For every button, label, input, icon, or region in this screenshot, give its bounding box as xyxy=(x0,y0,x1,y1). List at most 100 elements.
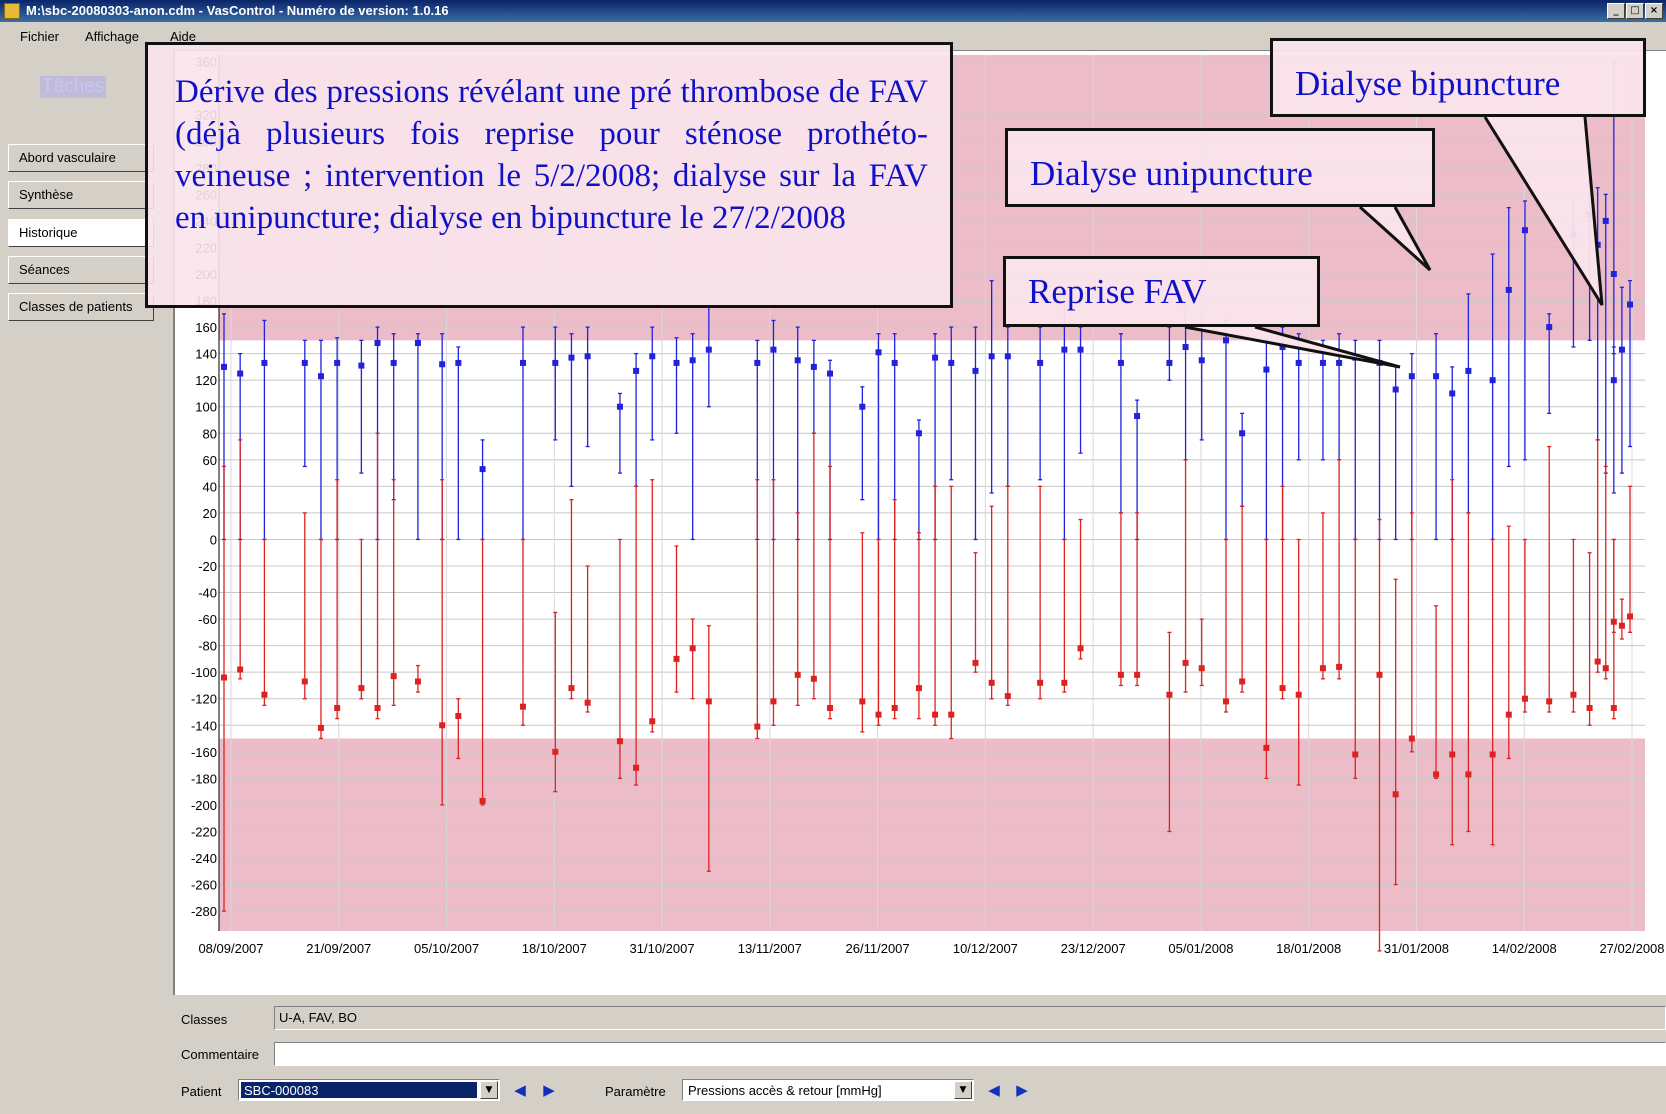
pointer-reprise xyxy=(1184,325,1401,369)
alarm-band-low xyxy=(219,738,1645,931)
access-mean-point xyxy=(649,353,656,360)
close-button[interactable]: × xyxy=(1645,3,1663,19)
pointer-bipuncture xyxy=(1483,116,1604,306)
pressure-chart-panel: 3603203002802602402202001801601401201008… xyxy=(173,50,1666,995)
x-tick-label: 05/01/2008 xyxy=(1168,941,1233,956)
return-mean-point xyxy=(1336,663,1343,670)
y-tick-label: 60 xyxy=(203,453,217,468)
parametre-select-value: Pressions accès & retour [mmHg] xyxy=(688,1083,882,1098)
access-mean-point xyxy=(1521,227,1528,234)
x-tick-label: 10/12/2007 xyxy=(953,941,1018,956)
return-mean-point xyxy=(1077,645,1084,652)
title-bar: M:\sbc-20080303-anon.cdm - VasControl - … xyxy=(0,0,1666,22)
return-mean-point xyxy=(1166,691,1173,698)
return-mean-point xyxy=(455,712,462,719)
access-mean-point xyxy=(1166,359,1173,366)
y-tick-label: -160 xyxy=(191,745,217,760)
return-mean-point xyxy=(1198,665,1205,672)
y-tick-label: -120 xyxy=(191,692,217,707)
access-mean-point xyxy=(584,353,591,360)
access-mean-point xyxy=(673,359,680,366)
chevron-down-icon[interactable]: ▼ xyxy=(954,1081,972,1099)
access-mean-point xyxy=(1077,346,1084,353)
sidebar-item-seances[interactable]: Séances xyxy=(8,256,154,284)
access-mean-point xyxy=(1505,286,1512,293)
minimize-button[interactable]: _ xyxy=(1607,3,1625,19)
parametre-select[interactable]: Pressions accès & retour [mmHg] ▼ xyxy=(682,1079,974,1101)
return-mean-point xyxy=(390,673,397,680)
annotation-dialyse-bipuncture: Dialyse bipuncture xyxy=(1270,38,1646,117)
patient-select[interactable]: SBC-000083 ▼ xyxy=(238,1079,500,1101)
return-mean-point xyxy=(1449,751,1456,758)
parametre-next-icon[interactable]: ▶ xyxy=(1016,1081,1028,1099)
chevron-down-icon[interactable]: ▼ xyxy=(480,1081,498,1099)
patient-select-value: SBC-000083 xyxy=(241,1082,477,1098)
menu-affichage[interactable]: Affichage xyxy=(85,29,139,44)
access-mean-point xyxy=(1618,346,1625,353)
return-mean-point xyxy=(568,685,575,692)
return-mean-point xyxy=(915,685,922,692)
maximize-button[interactable]: □ xyxy=(1626,3,1644,19)
x-tick-label: 31/01/2008 xyxy=(1384,941,1449,956)
return-mean-point xyxy=(301,678,308,685)
return-mean-point xyxy=(439,722,446,729)
return-mean-point xyxy=(1392,791,1399,798)
patient-prev-icon[interactable]: ◀ xyxy=(514,1081,526,1099)
annotation-dialyse-unipuncture: Dialyse unipuncture xyxy=(1005,128,1435,207)
access-mean-point xyxy=(633,367,640,374)
x-tick-label: 18/10/2007 xyxy=(522,941,587,956)
access-mean-point xyxy=(1433,373,1440,380)
return-mean-point xyxy=(1408,735,1415,742)
access-mean-point xyxy=(988,353,995,360)
access-mean-point xyxy=(358,362,365,369)
access-mean-point xyxy=(1489,377,1496,384)
return-mean-point xyxy=(875,711,882,718)
return-mean-point xyxy=(1376,671,1383,678)
access-mean-point xyxy=(1004,353,1011,360)
access-mean-point xyxy=(1295,359,1302,366)
access-mean-point xyxy=(1319,359,1326,366)
y-tick-label: -240 xyxy=(191,851,217,866)
access-mean-point xyxy=(390,359,397,366)
patient-next-icon[interactable]: ▶ xyxy=(543,1081,555,1099)
commentaire-input[interactable] xyxy=(274,1042,1666,1066)
return-mean-point xyxy=(972,659,979,666)
parametre-prev-icon[interactable]: ◀ xyxy=(988,1081,1000,1099)
access-mean-point xyxy=(374,340,381,347)
access-mean-point xyxy=(1610,271,1617,277)
classes-label: Classes xyxy=(181,1012,228,1027)
return-mean-point xyxy=(1263,744,1270,751)
access-mean-point xyxy=(552,359,559,366)
access-mean-point xyxy=(705,346,712,353)
access-mean-point xyxy=(317,373,324,380)
y-tick-label: 20 xyxy=(203,506,217,521)
return-mean-point xyxy=(317,724,324,731)
access-mean-point xyxy=(1610,377,1617,384)
sidebar-item-abord-vasculaire[interactable]: Abord vasculaire xyxy=(8,144,154,172)
access-mean-point xyxy=(1239,430,1246,437)
annotation-reprise-fav: Reprise FAV xyxy=(1003,256,1320,327)
return-mean-point xyxy=(479,797,486,804)
sidebar-item-historique[interactable]: Historique xyxy=(8,219,154,247)
x-tick-label: 05/10/2007 xyxy=(414,941,479,956)
sidebar-item-classes-de-patients[interactable]: Classes de patients xyxy=(8,293,154,321)
access-mean-point xyxy=(1602,217,1609,224)
return-mean-point xyxy=(770,698,777,705)
x-tick-label: 26/11/2007 xyxy=(846,941,910,956)
access-mean-point xyxy=(915,430,922,437)
y-tick-label: -220 xyxy=(191,824,217,839)
x-tick-label: 13/11/2007 xyxy=(738,941,802,956)
menu-fichier[interactable]: Fichier xyxy=(20,29,60,44)
x-tick-label: 23/12/2007 xyxy=(1061,941,1126,956)
access-mean-point xyxy=(479,466,486,473)
return-mean-point xyxy=(1594,658,1601,665)
access-mean-point xyxy=(439,361,446,368)
return-mean-point xyxy=(827,705,834,712)
return-mean-point xyxy=(237,666,244,673)
access-mean-point xyxy=(891,359,898,366)
classes-field: U-A, FAV, BO xyxy=(274,1006,1666,1030)
sidebar-item-synthese[interactable]: Synthèse xyxy=(8,181,154,209)
menu-aide[interactable]: Aide xyxy=(170,29,197,44)
access-mean-point xyxy=(1061,346,1068,353)
